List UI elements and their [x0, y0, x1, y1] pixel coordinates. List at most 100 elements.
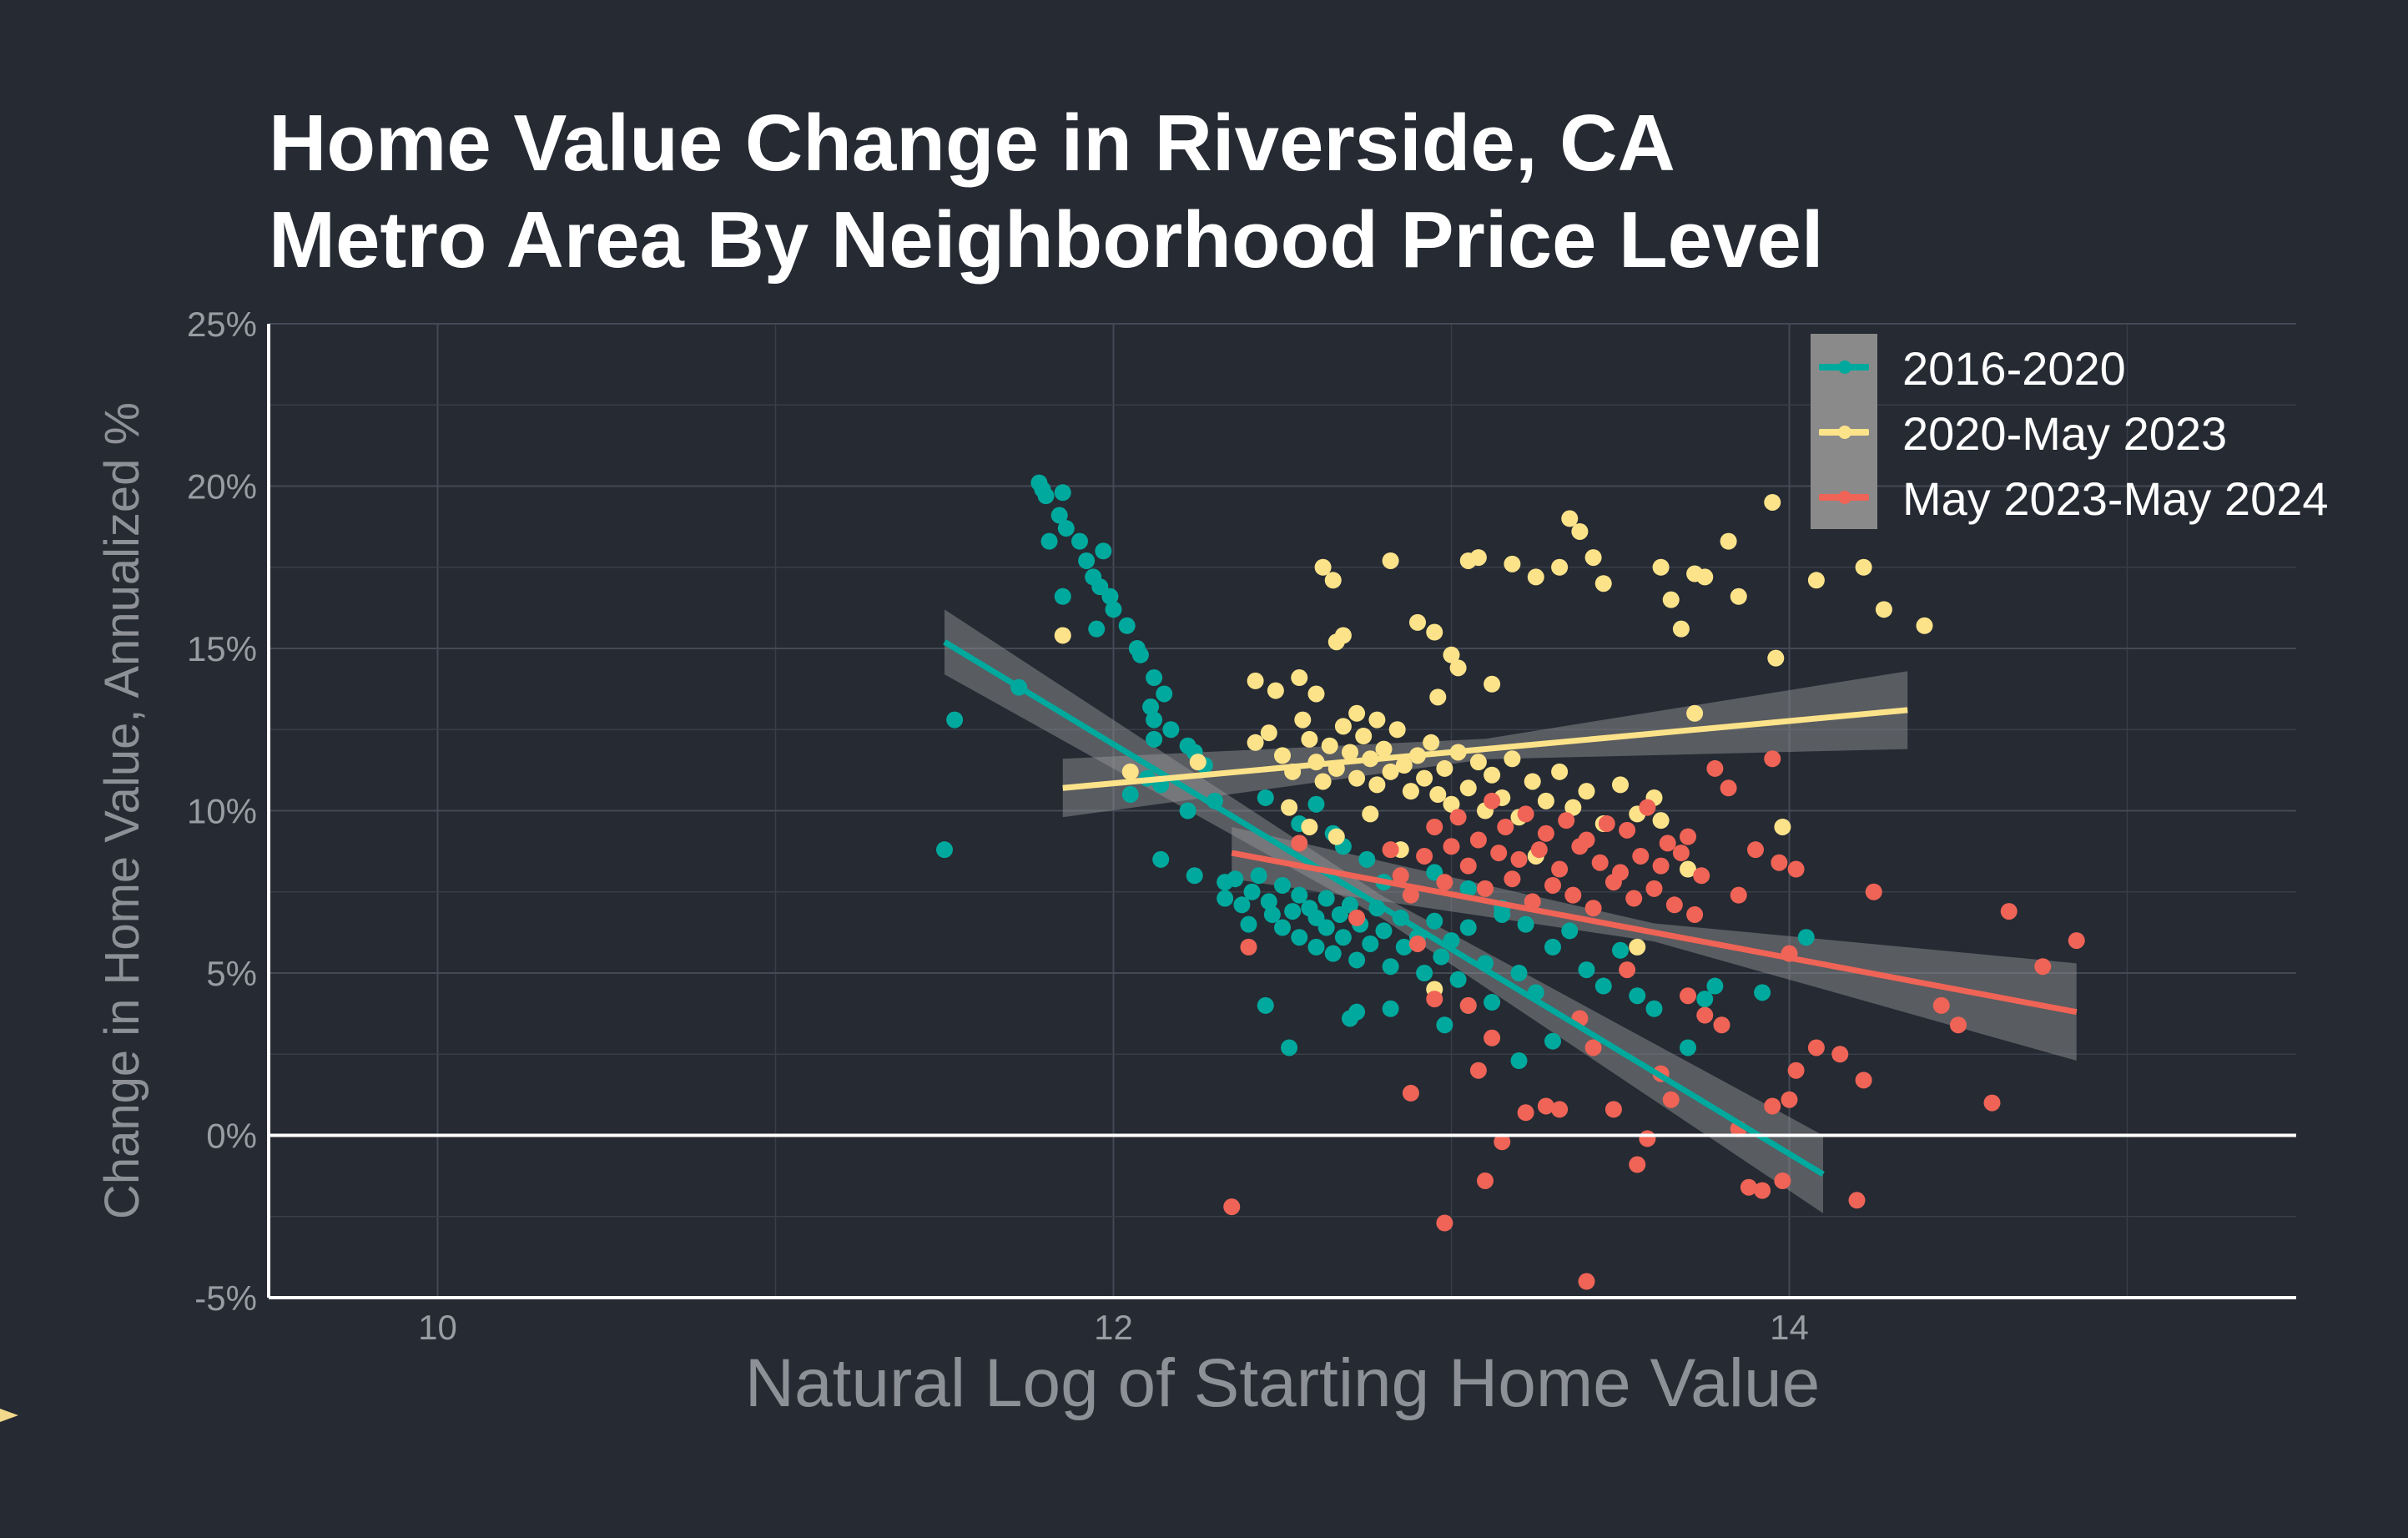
data-point: [1348, 1003, 1366, 1021]
data-point: [1243, 883, 1261, 900]
data-point: [1327, 828, 1345, 845]
data-point: [1578, 831, 1595, 849]
legend-dot-swatch: [1838, 426, 1851, 439]
data-point: [1088, 620, 1106, 638]
data-point: [1095, 542, 1112, 560]
data-point: [1301, 730, 1318, 748]
data-point: [1395, 938, 1413, 956]
data-point: [1713, 1016, 1730, 1034]
data-point: [1291, 929, 1308, 946]
data-point: [2000, 903, 2018, 920]
data-point: [1504, 750, 1521, 768]
data-point: [1652, 558, 1670, 576]
data-point: [1240, 938, 1257, 956]
x-tick-label: 12: [1094, 1308, 1133, 1347]
data-point: [1527, 568, 1544, 586]
data-point: [1257, 789, 1274, 806]
data-point: [1983, 1094, 2001, 1112]
data-point: [1469, 831, 1487, 849]
data-point: [1730, 886, 1747, 904]
data-point: [1517, 805, 1534, 823]
data-point: [1680, 860, 1696, 878]
data-point: [1426, 623, 1443, 641]
data-point: [1652, 812, 1670, 830]
data-point: [1686, 905, 1704, 923]
data-point: [1578, 961, 1595, 979]
data-point: [1040, 532, 1058, 550]
data-point: [1551, 763, 1569, 780]
data-point: [1334, 627, 1352, 644]
data-point: [1078, 552, 1096, 569]
data-point: [1449, 659, 1467, 677]
data-point: [1217, 890, 1234, 907]
data-point: [1317, 919, 1335, 936]
y-tick-label: 15%: [187, 629, 257, 668]
data-point: [1101, 587, 1119, 605]
data-point: [1524, 893, 1541, 910]
data-point: [1696, 991, 1714, 1008]
data-point: [1301, 818, 1318, 835]
data-point: [1071, 532, 1088, 550]
data-point: [1469, 549, 1487, 567]
data-point: [1358, 850, 1376, 868]
data-point: [1484, 792, 1501, 809]
data-point: [1510, 850, 1528, 868]
data-point: [1307, 938, 1325, 956]
data-point: [1449, 971, 1467, 988]
data-point: [1645, 1000, 1663, 1017]
data-point: [1375, 740, 1393, 758]
x-tick-label: 14: [1770, 1308, 1809, 1347]
data-point: [1771, 854, 1788, 871]
y-tick-label: -5%: [194, 1278, 257, 1318]
data-point: [1497, 818, 1514, 835]
data-point: [1388, 721, 1406, 739]
data-point: [1156, 685, 1173, 703]
data-point: [1342, 744, 1358, 761]
data-point: [1274, 747, 1291, 764]
data-point: [1645, 880, 1663, 897]
data-point: [1747, 841, 1764, 859]
data-point: [1436, 1214, 1453, 1232]
y-tick-label: 25%: [187, 305, 257, 344]
data-point: [1494, 1133, 1511, 1151]
data-point: [1720, 779, 1737, 797]
data-point: [1227, 870, 1244, 888]
data-point: [1054, 587, 1071, 605]
data-point: [1121, 786, 1139, 804]
data-point: [1423, 734, 1440, 751]
legend-key: [1811, 334, 1877, 399]
data-point: [1612, 776, 1629, 794]
data-point: [1625, 890, 1643, 907]
data-point: [1787, 860, 1805, 878]
data-point: [1436, 1016, 1453, 1034]
data-point: [1409, 613, 1426, 631]
data-point: [1050, 507, 1068, 524]
data-point: [1619, 961, 1636, 979]
data-point: [1551, 860, 1569, 878]
data-point: [1034, 481, 1051, 498]
data-point: [1652, 857, 1670, 875]
data-point: [1443, 795, 1460, 813]
data-point: [1348, 769, 1366, 787]
data-point: [1591, 854, 1609, 871]
data-point: [1247, 734, 1264, 751]
data-point: [1767, 649, 1785, 667]
data-point: [1680, 987, 1696, 1005]
data-point: [1382, 552, 1399, 569]
legend-label: 2016-2020: [1902, 342, 2126, 395]
data-point: [1324, 572, 1342, 589]
data-point: [1680, 1039, 1696, 1056]
data-point: [1865, 883, 1882, 900]
data-point: [1054, 484, 1071, 502]
data-point: [1578, 783, 1595, 800]
y-tick-label: 0%: [206, 1117, 257, 1156]
legend-key: [1811, 464, 1877, 529]
data-point: [1436, 874, 1453, 891]
data-point: [1429, 786, 1447, 804]
data-point: [1395, 757, 1413, 774]
data-point: [1260, 724, 1277, 742]
data-point: [1334, 718, 1352, 735]
data-point: [1334, 929, 1352, 946]
data-point: [1233, 896, 1251, 914]
data-point: [1274, 876, 1291, 894]
